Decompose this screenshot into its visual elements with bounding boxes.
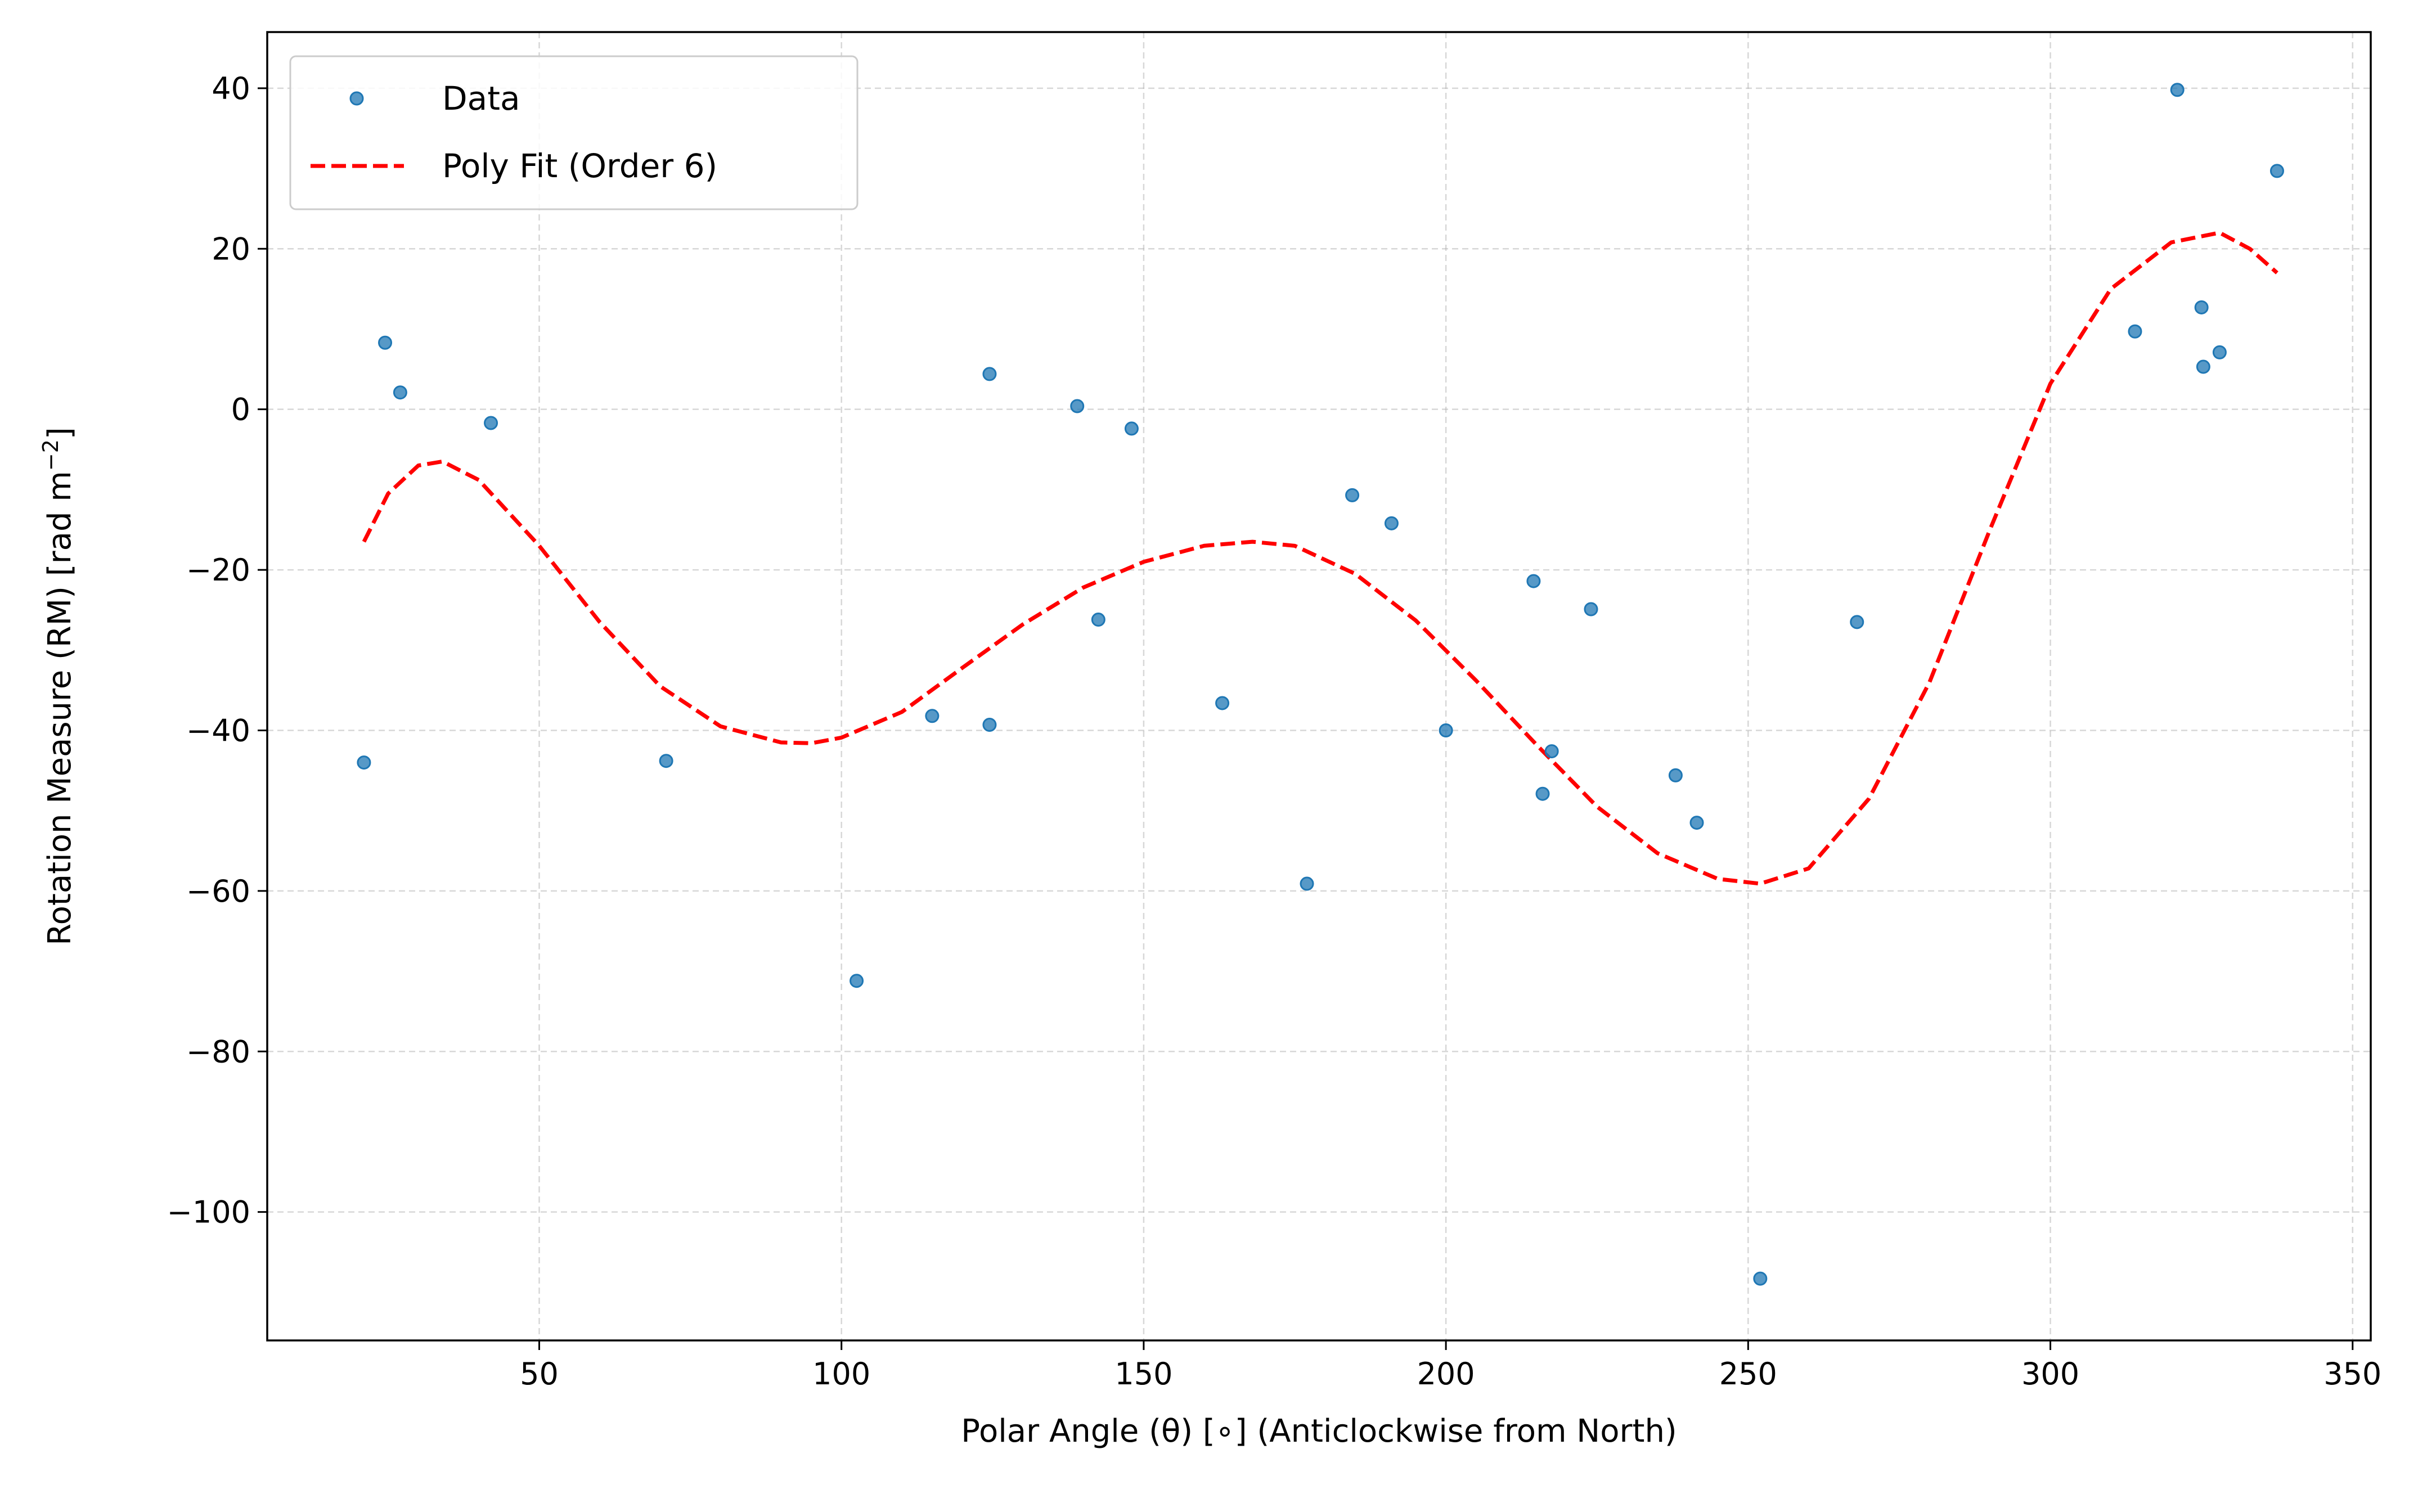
data-point (850, 974, 864, 988)
x-tick-label: 150 (1114, 1356, 1172, 1392)
x-tick-label: 350 (2323, 1356, 2381, 1392)
data-point (1584, 602, 1598, 616)
data-point (1689, 816, 1704, 830)
x-tick-label: 50 (520, 1356, 559, 1392)
data-point (2170, 83, 2185, 97)
data-point (925, 709, 940, 723)
poly-fit-line (362, 231, 2278, 886)
data-point (1535, 786, 1550, 801)
data-point (1345, 488, 1360, 502)
x-tick-label: 100 (812, 1356, 870, 1392)
legend-data-marker (349, 91, 364, 106)
y-tick-label: 40 (212, 71, 250, 106)
data-point (2212, 345, 2227, 359)
legend-data-label: Data (442, 79, 520, 118)
data-point (1753, 1271, 1768, 1286)
data-point (1544, 744, 1559, 759)
x-axis-label: Polar Angle (θ) [∘] (Anticlockwise from … (961, 1413, 1677, 1450)
data-point (357, 755, 371, 770)
x-tick-label: 300 (2021, 1356, 2079, 1392)
data-point (1668, 768, 1683, 782)
y-tick-label: 20 (212, 231, 250, 267)
legend: Data Poly Fit (Order 6) (289, 55, 859, 210)
data-point (2194, 300, 2209, 314)
axes-frame (266, 31, 2372, 1342)
data-point (982, 367, 997, 381)
legend-box (289, 55, 859, 210)
data-point (1070, 399, 1085, 413)
data-point (659, 754, 673, 768)
data-point (982, 717, 997, 732)
y-axis-label: Rotation Measure (RM) [rad m−2] (38, 427, 78, 946)
y-tick-label: −60 (186, 874, 250, 909)
data-point (1850, 615, 1864, 629)
legend-fit-label: Poly Fit (Order 6) (442, 147, 717, 185)
grid (267, 32, 2371, 1340)
y-tick-label: −100 (167, 1195, 250, 1230)
data-point (1384, 516, 1399, 530)
y-tick-label: −80 (186, 1034, 250, 1069)
y-tick-label: 0 (231, 392, 250, 428)
data-point (1215, 696, 1230, 710)
x-tick-label: 200 (1417, 1356, 1475, 1392)
data-point (2269, 164, 2284, 178)
data-point (1091, 613, 1105, 627)
y-axis-label-superscript: −2 (38, 439, 63, 471)
y-tick-label: −40 (186, 713, 250, 748)
ticks: 50 100 150 200 250 300 350 −100 −80 −60 −40 −20 0 20 4… (167, 71, 2382, 1392)
data-points-layer (357, 83, 2284, 1286)
data-point (484, 416, 498, 430)
y-axis-label-end: ] (42, 427, 78, 439)
data-point (1124, 421, 1139, 436)
x-tick-label: 250 (1719, 1356, 1777, 1392)
data-point (1300, 876, 1314, 891)
poly-fit-layer (362, 231, 2278, 886)
y-tick-label: −20 (186, 552, 250, 588)
data-point (2196, 359, 2210, 374)
data-point (378, 335, 393, 350)
data-point (1526, 574, 1541, 588)
data-point (1439, 723, 1453, 737)
data-point (393, 385, 407, 400)
data-point (2128, 324, 2142, 339)
y-axis-label-main: Rotation Measure (RM) [rad m (42, 471, 78, 946)
